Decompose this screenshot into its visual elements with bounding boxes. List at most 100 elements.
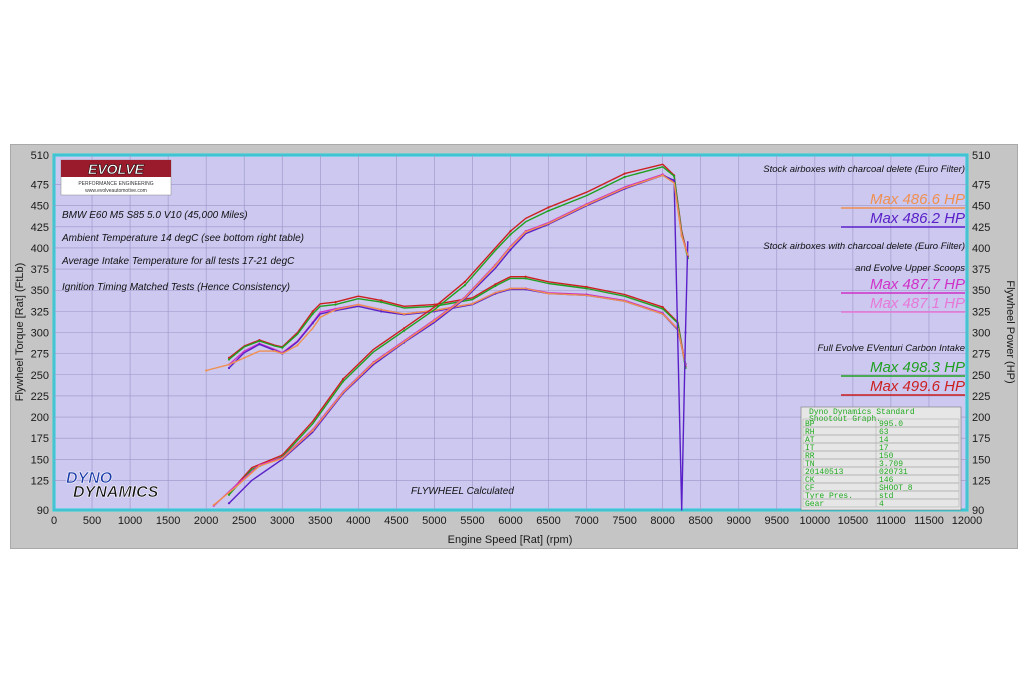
series-power-red-point xyxy=(509,230,512,233)
series-torque-red-point xyxy=(433,303,436,306)
y-left-tick-label: 200 xyxy=(31,412,49,424)
y-left-tick-label: 300 xyxy=(31,328,49,340)
y-right-tick-label: 425 xyxy=(972,222,990,234)
y-right-tick-label: 375 xyxy=(972,264,990,276)
x-tick-label: 10000 xyxy=(800,515,831,527)
series-power-green-point xyxy=(673,175,676,178)
series-power-red-point xyxy=(623,172,626,175)
y-right-tick-labels: 90 125 150 175 200 225 250 275 300 325 350 375 400 42… xyxy=(972,150,990,517)
info-table-value: 17 xyxy=(879,444,889,453)
y-right-tick-label: 250 xyxy=(972,370,990,382)
info-table-rows: BP 995.0 RH 63 AT 14 IT 17 RR 150 TN 3.709 20140513 0… xyxy=(802,418,960,509)
y-right-axis-label: Flywheel Power (HP) xyxy=(1004,280,1016,383)
x-tick-label: 6000 xyxy=(498,515,522,527)
y-right-tick-label: 90 xyxy=(972,505,984,517)
info-table-value: SHOOT_8 xyxy=(879,484,913,493)
x-tick-label: 3500 xyxy=(308,515,332,527)
x-tick-label: 1000 xyxy=(118,515,142,527)
series-power-orange-point xyxy=(585,203,588,206)
series-power-purple-point xyxy=(509,248,512,251)
series-power-green-point xyxy=(547,209,550,212)
series-torque-red-point xyxy=(524,275,527,278)
series-power-orange-point xyxy=(311,429,314,432)
series-power-red-point xyxy=(463,280,466,283)
group3-max-green: Max 498.3 HP xyxy=(870,359,965,376)
note-intake: Average Intake Temperature for all tests… xyxy=(61,256,295,267)
series-power-green-point xyxy=(227,493,231,496)
series-power-red-point xyxy=(547,206,550,209)
group3-max-red: Max 499.6 HP xyxy=(870,378,965,395)
x-tick-label: 8000 xyxy=(650,515,674,527)
series-torque-purple-point xyxy=(380,310,383,313)
y-left-tick-label: 400 xyxy=(31,243,49,255)
x-tick-label: 4500 xyxy=(384,515,408,527)
x-tick-label: 11000 xyxy=(876,515,906,527)
series-torque-orange-point xyxy=(471,302,474,305)
y-left-tick-label: 90 xyxy=(37,505,49,517)
info-table-key: TN xyxy=(805,460,815,469)
series-power-orange-point xyxy=(258,464,261,468)
info-table-value: std xyxy=(879,492,894,501)
dyno-dynamics-logo: DYNO DYNAMICS xyxy=(66,470,159,502)
y-left-tick-label: 375 xyxy=(31,264,49,276)
x-tick-label: 11500 xyxy=(914,515,944,527)
series-torque-orange-point xyxy=(402,312,406,315)
x-tick-label: 10500 xyxy=(838,515,869,527)
group2-title-2: and Evolve Upper Scoops xyxy=(855,263,965,274)
dyno-chart-frame: 0 500 1000 1500 2000 2500 3000 3500 4000 4500 5000… xyxy=(10,144,1018,549)
series-power-orange-point xyxy=(372,361,375,364)
info-table-key: IT xyxy=(805,444,815,453)
y-right-tick-label: 175 xyxy=(972,433,990,445)
evolve-logo: EVOLVE PERFORMANCE ENGINEERING www.evolv… xyxy=(60,159,172,196)
note-ambient: Ambient Temperature 14 degC (see bottom … xyxy=(61,233,304,244)
series-torque-green-point xyxy=(281,346,284,349)
series-torque-purple-point xyxy=(227,366,231,370)
evolve-logo-url: www.evolveautomotive.com xyxy=(85,188,147,194)
series-power-green-point xyxy=(342,380,345,383)
y-left-tick-label: 125 xyxy=(31,475,49,487)
y-left-tick-label: 350 xyxy=(31,285,49,297)
y-left-tick-label: 250 xyxy=(31,370,49,382)
info-table-key: CF xyxy=(805,484,815,493)
info-table-key: BP xyxy=(805,420,815,429)
x-tick-label: 8500 xyxy=(688,515,712,527)
info-table-value: 14 xyxy=(879,436,889,445)
x-tick-label: 4000 xyxy=(346,515,370,527)
x-tick-label: 2000 xyxy=(194,515,218,527)
series-torque-green-line xyxy=(228,277,687,369)
info-table-value: 146 xyxy=(879,476,894,485)
series-power-purple-point xyxy=(227,502,231,505)
series-torque-red-point xyxy=(661,306,664,309)
group1-title: Stock airboxes with charcoal delete (Eur… xyxy=(763,164,965,175)
series-power-red-point xyxy=(342,377,345,381)
x-tick-label: 6500 xyxy=(536,515,560,527)
y-left-tick-label: 510 xyxy=(31,150,49,162)
series-torque-orange-point xyxy=(509,287,512,290)
info-table-value: 995.0 xyxy=(879,420,903,429)
info-table-key: RH xyxy=(805,428,815,437)
series-torque-orange-point xyxy=(296,344,299,347)
y-left-tick-label: 175 xyxy=(31,433,49,445)
series-torque-green-point xyxy=(380,301,383,304)
series-power-green-point xyxy=(509,233,512,236)
y-right-tick-label: 400 xyxy=(972,243,990,255)
series-torque-orange-point xyxy=(205,369,208,372)
x-tick-label: 7500 xyxy=(612,515,636,527)
y-left-tick-labels: 90 125 150 175 200 225 250 275 300 325 350 375 400 42… xyxy=(31,150,49,517)
info-table-key: Tyre Pres. xyxy=(805,492,853,501)
info-table-key: RR xyxy=(805,452,815,461)
series-torque-green-point xyxy=(524,277,527,280)
series-power-green-point xyxy=(402,329,406,332)
series-torque-green-point xyxy=(334,303,337,306)
series-torque-orange-point xyxy=(357,303,360,306)
series-torque-red-point xyxy=(380,299,383,302)
grid xyxy=(53,154,968,511)
series-lines xyxy=(205,163,689,511)
group2-max-pink: Max 487.1 HP xyxy=(870,295,965,312)
info-table: Dyno Dynamics Standard Shootout Graph. B… xyxy=(800,406,962,511)
info-table-value: 150 xyxy=(879,452,894,461)
x-tick-label: 5000 xyxy=(422,515,446,527)
y-left-tick-label: 450 xyxy=(31,201,49,213)
evolve-logo-sub: PERFORMANCE ENGINEERING xyxy=(78,181,153,187)
y-left-tick-label: 225 xyxy=(31,391,49,403)
